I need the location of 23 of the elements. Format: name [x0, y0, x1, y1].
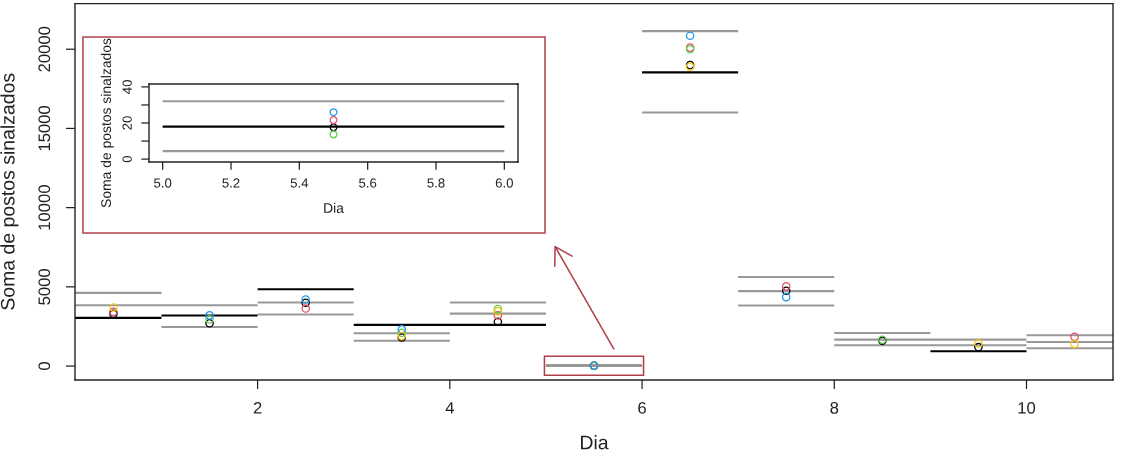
y-tick-label: 15000: [38, 105, 51, 151]
x-tick-label: 8: [830, 401, 839, 414]
x-axis-title: Dia: [581, 435, 609, 450]
y-tick-label: 20000: [38, 26, 51, 72]
x-tick-label: 5.4: [290, 178, 309, 188]
y-tick-label: 0: [38, 362, 51, 371]
x-tick-label: 6: [638, 401, 646, 414]
x-tick-label: 4: [445, 402, 454, 414]
y-axis-title: Soma de postos sinalzados: [100, 38, 114, 208]
x-axis-title: Dia: [324, 202, 344, 213]
x-tick-label: 6.0: [495, 178, 513, 188]
x-tick-label: 5.8: [427, 178, 445, 188]
y-tick-label: 5000: [38, 268, 51, 305]
x-tick-label: 2: [253, 401, 262, 414]
y-axis-title: Soma de postos sinalzados: [0, 73, 19, 310]
x-tick-label: 5.0: [154, 178, 172, 188]
y-tick-label: 20: [122, 116, 132, 130]
x-tick-label: 10: [1018, 401, 1036, 414]
y-tick-label: 40: [122, 80, 132, 94]
y-tick-label: 10000: [38, 185, 51, 230]
x-tick-label: 5.6: [359, 178, 377, 188]
x-tick-label: 5.2: [222, 178, 240, 188]
y-tick-label: 0: [122, 155, 132, 163]
